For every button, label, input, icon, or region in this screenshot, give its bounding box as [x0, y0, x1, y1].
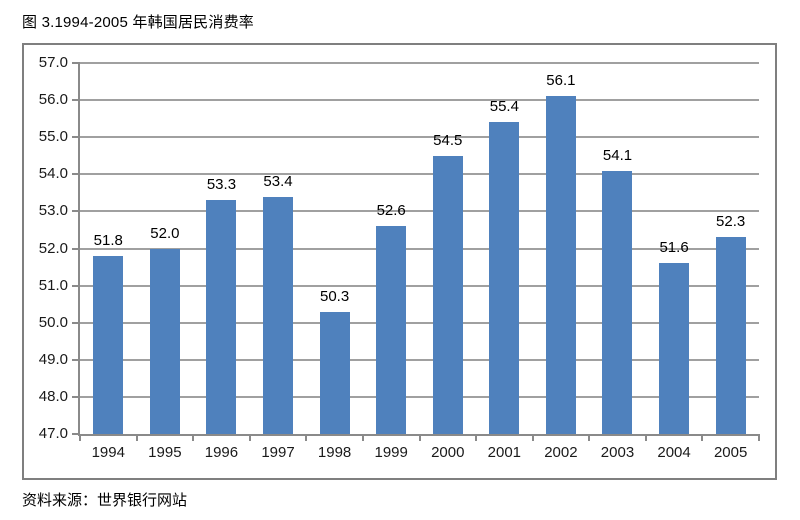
y-axis-tick-label: 50.0 [38, 313, 68, 331]
x-axis-tick-mark [418, 434, 421, 441]
bar-slots: 51.8 1994 52.0 1995 53.3 1996 53.4 1997 50.3 1998… [80, 63, 759, 462]
plot-area: 51.8 1994 52.0 1995 53.3 1996 53.4 1997 50.3 1998… [39, 54, 760, 462]
bar-slot: 51.6 2004 [646, 63, 703, 461]
x-axis-tick-label: 1994 [91, 444, 125, 461]
x-axis-tick-mark [644, 434, 647, 441]
x-axis-tick-label: 1999 [374, 444, 408, 461]
y-axis-tick-mark [72, 321, 80, 324]
bar-value-label: 53.3 [206, 176, 237, 194]
bar-slot: 53.4 1997 [250, 63, 307, 461]
y-axis-tick-mark [72, 358, 80, 361]
y-axis-tick-mark [72, 284, 80, 287]
figure-title: 图 3.1994-2005 年韩国居民消费率 [22, 14, 254, 31]
gridline [80, 99, 759, 102]
gridline [80, 136, 759, 139]
bar [149, 248, 180, 434]
x-axis-tick-label: 2004 [657, 444, 691, 461]
y-axis-tick-label: 53.0 [38, 202, 68, 220]
gridline [80, 395, 759, 398]
gridline [80, 284, 759, 287]
x-axis-tick-mark [305, 434, 308, 441]
bar [206, 200, 237, 434]
gridline [80, 62, 759, 64]
x-axis-tick-label: 1995 [148, 444, 182, 461]
x-axis-tick-label: 2000 [431, 444, 465, 461]
x-axis-tick-label: 2003 [600, 444, 635, 461]
bar [319, 311, 350, 434]
y-axis-tick-label: 52.0 [38, 239, 68, 257]
chart-frame: 51.8 1994 52.0 1995 53.3 1996 53.4 1997 50.3 1998… [22, 43, 777, 480]
gridline [80, 247, 759, 250]
gridline [80, 321, 759, 324]
bar-value-label: 52.0 [150, 224, 180, 242]
x-axis-tick-mark [701, 434, 704, 441]
gridline [80, 358, 759, 361]
x-axis-tick-mark [248, 434, 251, 441]
x-axis-tick-mark [79, 434, 81, 441]
y-axis-tick-label: 54.0 [38, 165, 68, 183]
y-axis-tick-mark [72, 247, 80, 250]
bar [659, 263, 690, 434]
bar [376, 226, 407, 434]
y-axis-tick-mark [72, 136, 80, 139]
bar-slot: 52.3 2005 [702, 63, 759, 461]
bar-slot: 55.4 2001 [476, 63, 533, 461]
bar-slot: 51.8 1994 [80, 63, 137, 461]
source-note: 资料来源：世界银行网站 [22, 492, 188, 509]
y-axis-tick-mark [72, 210, 80, 213]
y-axis-tick-label: 55.0 [38, 128, 68, 146]
x-axis-tick-mark [758, 434, 760, 441]
bar [715, 237, 746, 434]
bar [263, 196, 294, 434]
y-axis-tick-mark [72, 433, 80, 435]
bar [602, 170, 633, 434]
bar-value-label: 53.4 [263, 172, 293, 190]
y-axis-tick-label: 48.0 [38, 388, 68, 406]
x-axis-tick-label: 1998 [317, 444, 352, 461]
gridline [80, 210, 759, 213]
bar-value-label: 50.3 [319, 287, 350, 305]
x-axis-tick-mark [135, 434, 138, 441]
bar [489, 122, 520, 434]
y-axis-tick-label: 51.0 [38, 276, 68, 294]
bar-value-label: 52.3 [716, 213, 746, 231]
bar-slot: 54.1 2003 [589, 63, 646, 461]
y-axis-tick-label: 56.0 [38, 91, 68, 109]
bar-slot: 52.6 1999 [363, 63, 420, 461]
gridline [80, 173, 759, 176]
x-axis-tick-mark [361, 434, 364, 441]
y-axis-tick-label: 49.0 [38, 350, 68, 368]
bar [93, 255, 124, 434]
x-axis-tick-label: 2001 [487, 444, 522, 461]
bar-value-label: 55.4 [489, 98, 519, 116]
bar-value-label: 51.6 [659, 239, 689, 257]
y-axis-tick-mark [72, 173, 80, 176]
x-axis-tick-label: 2005 [713, 444, 748, 461]
bar [432, 155, 463, 434]
x-axis-tick-mark [192, 434, 195, 441]
bar-value-label: 52.6 [376, 202, 406, 220]
bar-slot: 53.3 1996 [193, 63, 250, 461]
bar-slot: 52.0 1995 [137, 63, 194, 462]
y-axis-tick-mark [72, 99, 80, 102]
bar-slot: 50.3 1998 [306, 63, 363, 461]
bar-value-label: 54.5 [433, 131, 463, 149]
x-axis-tick-mark [531, 434, 534, 441]
x-axis-tick-label: 1996 [204, 444, 239, 461]
x-axis-tick-mark [588, 434, 591, 441]
y-axis-tick-label: 47.0 [38, 425, 68, 443]
bar [545, 96, 576, 434]
x-axis-tick-label: 1997 [261, 444, 295, 461]
bar-value-label: 51.8 [93, 231, 123, 249]
bar-value-label: 54.1 [602, 146, 633, 164]
bar-value-label: 56.1 [546, 72, 576, 90]
x-axis-tick-label: 2002 [544, 444, 578, 461]
bar-slot: 56.1 2002 [533, 63, 590, 461]
bar-slot: 54.5 2000 [419, 63, 476, 461]
y-axis-tick-mark [72, 395, 80, 398]
y-axis-tick-label: 57.0 [38, 54, 68, 72]
y-axis-tick-mark [72, 62, 80, 64]
x-axis-tick-mark [475, 434, 478, 441]
